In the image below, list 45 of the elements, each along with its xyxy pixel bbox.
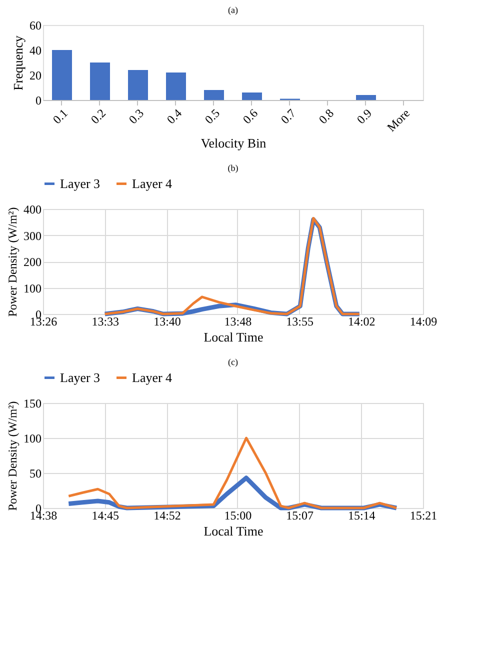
y-axis-title: Power Density (W/m²) bbox=[6, 207, 20, 317]
x-tick-label: 0.3 bbox=[126, 106, 146, 127]
y-tick-label: 50 bbox=[30, 466, 42, 480]
x-tick-label: 14:45 bbox=[92, 508, 120, 522]
x-tick-label: 0.9 bbox=[354, 106, 374, 127]
y-tick-label: 20 bbox=[30, 68, 42, 82]
x-tick-label: 14:09 bbox=[410, 314, 438, 328]
y-tick-label: 60 bbox=[30, 18, 42, 32]
legend-label: Layer 4 bbox=[132, 370, 173, 385]
y-axis-title: Power Density (W/m²) bbox=[6, 401, 20, 511]
chart-title: (a) bbox=[228, 5, 238, 15]
x-tick-label: 13:48 bbox=[224, 314, 252, 328]
chart-title: (c) bbox=[228, 357, 238, 367]
y-tick-label: 100 bbox=[24, 432, 42, 446]
x-tick-label: 0.2 bbox=[88, 106, 108, 127]
x-axis-title: Local Time bbox=[204, 524, 264, 538]
y-tick-label: 40 bbox=[30, 44, 42, 58]
x-tick-label: 0.4 bbox=[164, 106, 184, 127]
legend-label: Layer 3 bbox=[60, 370, 100, 385]
x-tick-label: 0.5 bbox=[202, 106, 222, 127]
x-tick-label: 13:33 bbox=[92, 314, 120, 328]
x-tick-label: 13:55 bbox=[286, 314, 314, 328]
x-axis-title: Local Time bbox=[204, 330, 264, 344]
x-tick-label: 14:02 bbox=[348, 314, 376, 328]
x-tick-label: 0.1 bbox=[50, 106, 70, 127]
x-tick-label: 0.7 bbox=[278, 106, 298, 127]
y-tick-label: 0 bbox=[36, 94, 42, 108]
y-tick-label: 300 bbox=[24, 228, 42, 243]
y-tick-label: 200 bbox=[24, 255, 42, 269]
chart-title: (b) bbox=[228, 163, 238, 173]
x-tick-label: 15:00 bbox=[224, 508, 252, 522]
x-tick-label: 0.6 bbox=[240, 106, 260, 127]
legend-label: Layer 3 bbox=[60, 176, 100, 191]
y-tick-label: 100 bbox=[24, 281, 42, 296]
y-tick-label: 150 bbox=[24, 396, 42, 410]
y-tick-label: 400 bbox=[24, 202, 42, 216]
y-axis-title: Frequency bbox=[10, 35, 26, 90]
x-tick-label: 14:52 bbox=[154, 508, 181, 522]
legend-label: Layer 4 bbox=[132, 176, 173, 191]
x-tick-label: 15:21 bbox=[410, 508, 438, 522]
x-tick-label: 0.8 bbox=[316, 106, 336, 127]
x-tick-label: 15:07 bbox=[286, 508, 314, 522]
x-tick-label: 15:14 bbox=[348, 508, 376, 522]
x-tick-label: 13:40 bbox=[154, 314, 181, 328]
x-axis-title: Velocity Bin bbox=[200, 136, 267, 151]
